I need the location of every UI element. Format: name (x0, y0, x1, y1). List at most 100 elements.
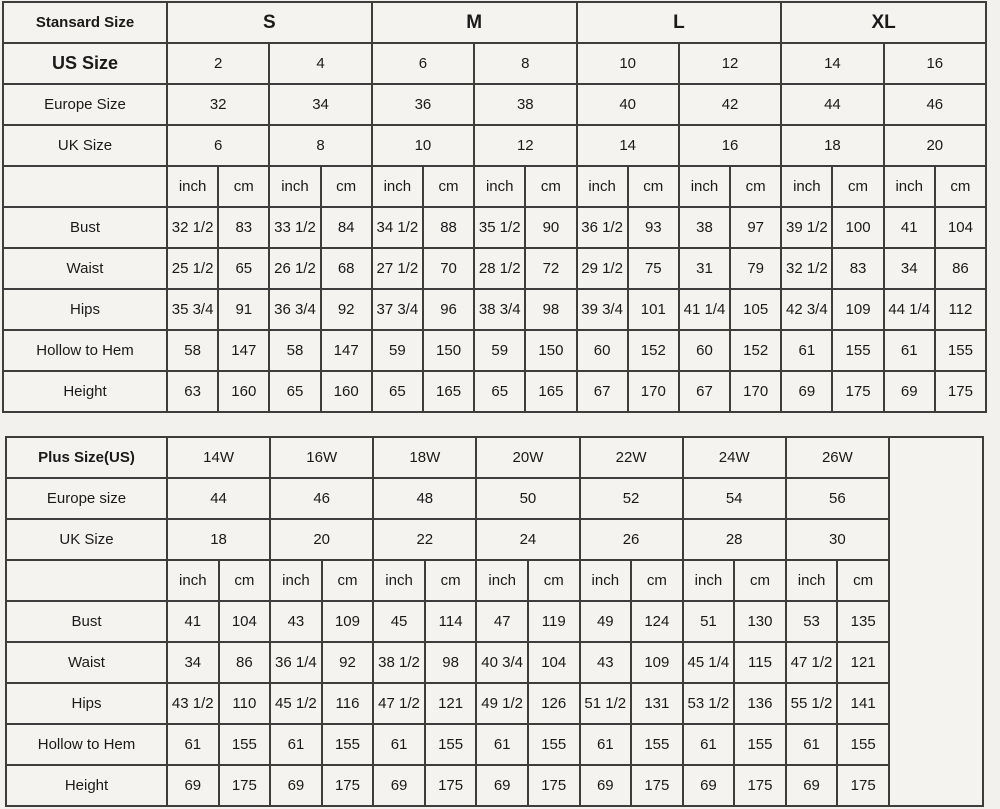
measurement-inch-cell: 34 (166, 641, 220, 684)
unit-header-cm: cm (630, 559, 684, 602)
size-group-header: 22W (578, 436, 684, 479)
measurement-cm-cell: 160 (217, 370, 271, 413)
row-label: Waist (2, 247, 168, 290)
table-row: Hollow to Hem 58 147 58 147 59 150 59 150 60 152 60… (2, 329, 988, 372)
unit-header-inch: inch (681, 559, 736, 602)
measurement-cm-cell: 114 (423, 600, 478, 643)
plus-size-chart: Plus Size(US) 14W 16W 18W 20W 22W 24W 26W Europe… (5, 436, 984, 807)
unit-header-inch: inch (165, 165, 220, 208)
size-cell: 18 (165, 518, 272, 561)
measurement-cm-cell: 79 (729, 247, 783, 290)
table-row: Europe Size 32 34 36 38 40 42 44 46 (2, 83, 988, 126)
standard-size-chart-section: Stansard Size S M L XL US Size 2 4 6 8 10 12 14 16 Eur… (0, 1, 1000, 413)
measurement-inch-cell: 63 (165, 370, 220, 413)
size-cell: 12 (473, 124, 578, 167)
size-group-header: 14W (165, 436, 272, 479)
size-cell: 20 (269, 518, 375, 561)
unit-header-cm: cm (831, 165, 885, 208)
empty-cell (2, 165, 168, 208)
measurement-cm-cell: 165 (524, 370, 578, 413)
measurement-inch-cell: 65 (370, 370, 424, 413)
measurement-cm-cell: 84 (319, 206, 373, 249)
measurement-inch-cell: 36 3/4 (268, 288, 322, 331)
size-cell: 36 (370, 83, 476, 126)
size-group-header: XL (780, 1, 987, 44)
measurement-cm-cell: 110 (217, 682, 272, 725)
measurement-inch-cell: 69 (578, 764, 633, 807)
chart-title: Plus Size(US) (5, 436, 168, 479)
unit-header-inch: inch (882, 165, 936, 208)
table-row: Height 69 175 69 175 69 175 69 175 69 175 69 175 69 17… (5, 764, 983, 807)
measurement-inch-cell: 47 (475, 600, 529, 643)
measurement-cm-cell: 170 (729, 370, 783, 413)
measurement-inch-cell: 65 (473, 370, 527, 413)
size-group-header: 26W (784, 436, 891, 479)
measurement-cm-cell: 70 (421, 247, 476, 290)
size-cell: 34 (268, 83, 373, 126)
row-label: US Size (2, 42, 168, 85)
size-cell: 14 (575, 124, 680, 167)
size-cell: 48 (372, 477, 478, 520)
chart-title: Stansard Size (2, 1, 168, 44)
size-cell: 16 (882, 42, 988, 85)
table-row: Height 63 160 65 160 65 165 65 165 67 170 67 170 69 17… (2, 370, 988, 413)
measurement-inch-cell: 33 1/2 (268, 206, 322, 249)
measurement-cm-cell: 109 (831, 288, 885, 331)
size-cell: 10 (575, 42, 680, 85)
measurement-cm-cell: 155 (423, 723, 478, 766)
measurement-cm-cell: 97 (729, 206, 783, 249)
row-label: Bust (2, 206, 168, 249)
unit-header-inch: inch (268, 165, 322, 208)
measurement-inch-cell: 37 3/4 (370, 288, 424, 331)
size-cell: 26 (578, 518, 684, 561)
table-row: Hollow to Hem 61 155 61 155 61 155 61 155 61 155 61… (5, 723, 983, 766)
size-cell: 2 (165, 42, 271, 85)
measurement-cm-cell: 150 (421, 329, 476, 372)
measurement-cm-cell: 175 (933, 370, 988, 413)
size-cell: 46 (269, 477, 375, 520)
measurement-inch-cell: 69 (780, 370, 834, 413)
measurement-cm-cell: 86 (933, 247, 988, 290)
measurement-inch-cell: 58 (165, 329, 220, 372)
measurement-cm-cell: 98 (423, 641, 478, 684)
size-cell: 14 (780, 42, 885, 85)
unit-header-inch: inch (370, 165, 424, 208)
measurement-inch-cell: 39 3/4 (575, 288, 629, 331)
measurement-cm-cell: 109 (320, 600, 375, 643)
measurement-inch-cell: 49 (578, 600, 633, 643)
measurement-inch-cell: 44 1/4 (882, 288, 936, 331)
unit-header-inch: inch (578, 559, 633, 602)
measurement-cm-cell: 147 (319, 329, 373, 372)
size-group-header: L (575, 1, 783, 44)
size-cell: 18 (780, 124, 885, 167)
unit-header-cm: cm (524, 165, 578, 208)
measurement-inch-cell: 53 1/2 (681, 682, 736, 725)
size-cell: 30 (784, 518, 891, 561)
measurement-cm-cell: 121 (423, 682, 478, 725)
table-row: Hips 35 3/4 91 36 3/4 92 37 3/4 96 38 3/4 98 39 3… (2, 288, 988, 331)
measurement-inch-cell: 61 (475, 723, 529, 766)
measurement-cm-cell: 155 (836, 723, 890, 766)
table-row: Europe size 44 46 48 50 52 54 56 (5, 477, 983, 520)
unit-header-cm: cm (729, 165, 783, 208)
measurement-inch-cell: 41 1/4 (677, 288, 732, 331)
measurement-cm-cell: 98 (524, 288, 578, 331)
measurement-inch-cell: 69 (166, 764, 220, 807)
measurement-cm-cell: 175 (526, 764, 581, 807)
plus-size-chart-section: Plus Size(US) 14W 16W 18W 20W 22W 24W 26W Europe… (0, 436, 1000, 807)
measurement-inch-cell: 45 1/4 (681, 641, 736, 684)
measurement-cm-cell: 83 (217, 206, 271, 249)
size-group-header: 24W (681, 436, 787, 479)
measurement-cm-cell: 175 (423, 764, 478, 807)
size-cell: 54 (681, 477, 787, 520)
size-group-header: 16W (269, 436, 375, 479)
measurement-cm-cell: 150 (524, 329, 578, 372)
size-cell: 28 (681, 518, 787, 561)
measurement-inch-cell: 45 1/2 (269, 682, 323, 725)
size-cell: 12 (677, 42, 783, 85)
row-label: Height (2, 370, 168, 413)
measurement-inch-cell: 40 3/4 (475, 641, 529, 684)
measurement-cm-cell: 104 (526, 641, 581, 684)
measurement-cm-cell: 130 (733, 600, 787, 643)
table-row: inch cm inch cm inch cm inch cm inch cm inch cm inch… (2, 165, 988, 208)
